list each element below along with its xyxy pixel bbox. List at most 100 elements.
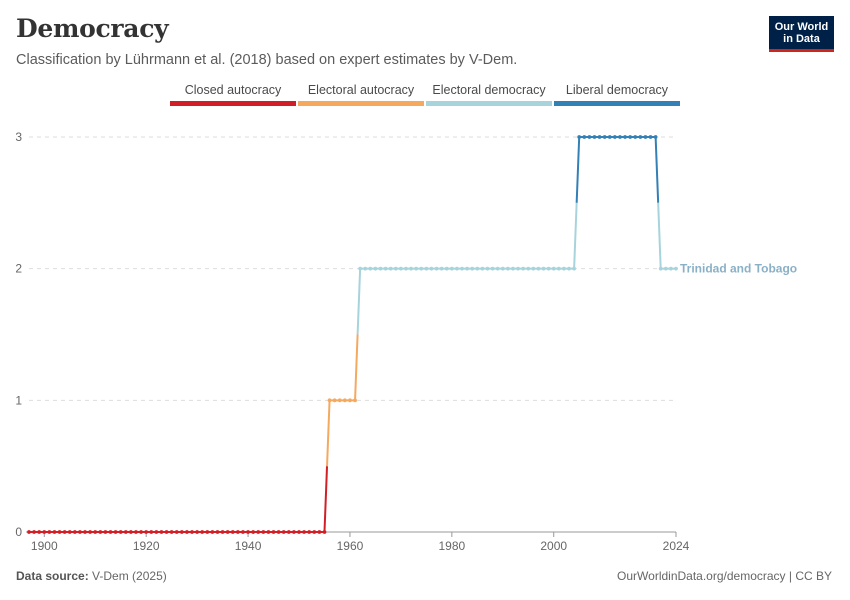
legend-color-bar (170, 101, 296, 106)
series-step-segment (356, 268, 362, 335)
data-point (618, 135, 622, 139)
legend-color-bar (554, 101, 680, 106)
data-point (373, 266, 378, 271)
data-point (480, 266, 485, 271)
x-tick-label: 1960 (337, 539, 364, 553)
data-point (546, 266, 551, 271)
data-point (342, 398, 347, 403)
data-point (98, 530, 103, 534)
x-tick-label: 1980 (438, 539, 465, 553)
series-step-segment (654, 136, 660, 203)
data-point (511, 266, 515, 271)
legend-label: Closed autocracy (184, 83, 282, 97)
data-point (363, 266, 368, 271)
data-point (144, 530, 149, 534)
data-point (648, 135, 653, 139)
data-point (169, 530, 174, 534)
data-point (88, 530, 93, 534)
data-point (93, 530, 98, 534)
data-point (62, 530, 67, 534)
data-point (332, 398, 337, 403)
data-point (424, 266, 429, 271)
legend-item-electoral-autocracy[interactable]: Electoral autocracy (298, 82, 424, 106)
data-point (505, 266, 510, 271)
data-point (179, 530, 184, 534)
footer-link[interactable]: OurWorldinData.org/democracy | CC BY (617, 569, 832, 583)
data-point (210, 530, 215, 534)
data-point (475, 266, 480, 271)
data-point (485, 266, 490, 271)
chart-title: Democracy (16, 14, 169, 43)
data-point (67, 530, 72, 534)
legend-label: Liberal democracy (565, 83, 669, 97)
data-point (393, 266, 398, 271)
data-point (42, 530, 47, 534)
data-point (297, 530, 301, 534)
series-step-segment (323, 466, 329, 533)
data-point (185, 530, 189, 534)
owid-logo[interactable]: Our World in Data (769, 16, 834, 52)
data-point (674, 266, 678, 271)
data-source-value[interactable]: V-Dem (2025) (92, 569, 167, 583)
data-point (368, 266, 373, 271)
data-point (607, 135, 612, 139)
data-point (149, 530, 154, 534)
data-point (139, 530, 143, 534)
data-point (78, 530, 82, 534)
data-point (500, 266, 505, 271)
data-point (261, 530, 266, 534)
legend-item-liberal-democracy[interactable]: Liberal democracy (554, 82, 680, 106)
x-tick-label: 1900 (31, 539, 58, 553)
data-point (205, 530, 210, 534)
data-point (597, 135, 602, 139)
data-point (556, 266, 561, 271)
data-point (292, 530, 296, 534)
series-step-segment (326, 400, 331, 467)
data-point (251, 530, 256, 534)
data-point (134, 530, 138, 534)
legend-color-bar (426, 101, 552, 106)
series-step-segment (575, 136, 581, 203)
data-point (419, 266, 424, 271)
data-point (32, 530, 36, 534)
legend-item-electoral-democracy[interactable]: Electoral democracy (426, 82, 552, 106)
data-point (663, 266, 668, 271)
legend: Closed autocracy Electoral autocracy Ele… (170, 82, 680, 106)
data-point (378, 266, 383, 271)
legend-label: Electoral democracy (432, 83, 546, 97)
data-point (358, 266, 363, 271)
data-point (567, 266, 571, 271)
data-point (612, 135, 617, 139)
data-point (113, 530, 118, 534)
data-point (220, 530, 225, 534)
data-point (286, 530, 291, 534)
data-point (434, 266, 439, 271)
data-point (312, 530, 317, 534)
data-source: Data source: V-Dem (2025) (16, 569, 167, 583)
data-point (57, 530, 62, 534)
legend-item-closed-autocracy[interactable]: Closed autocracy (170, 82, 296, 106)
data-point (27, 530, 31, 534)
data-point (628, 135, 633, 139)
data-point (266, 530, 271, 534)
data-point (587, 135, 592, 139)
data-point (414, 266, 419, 271)
data-point (409, 266, 413, 271)
data-point (449, 266, 454, 271)
data-point (582, 135, 587, 139)
data-point (225, 530, 230, 534)
data-point (602, 135, 607, 139)
data-point (337, 398, 342, 403)
data-point (83, 530, 87, 534)
data-point (52, 530, 57, 534)
legend-label: Electoral autocracy (307, 83, 415, 97)
y-tick-label: 1 (15, 393, 22, 407)
x-tick-label: 2024 (663, 539, 690, 553)
series-step-segment (657, 202, 662, 269)
data-point (398, 266, 403, 271)
data-point (215, 530, 220, 534)
data-point (669, 266, 673, 271)
data-point (551, 266, 556, 271)
data-point (37, 530, 42, 534)
data-point (444, 266, 449, 271)
